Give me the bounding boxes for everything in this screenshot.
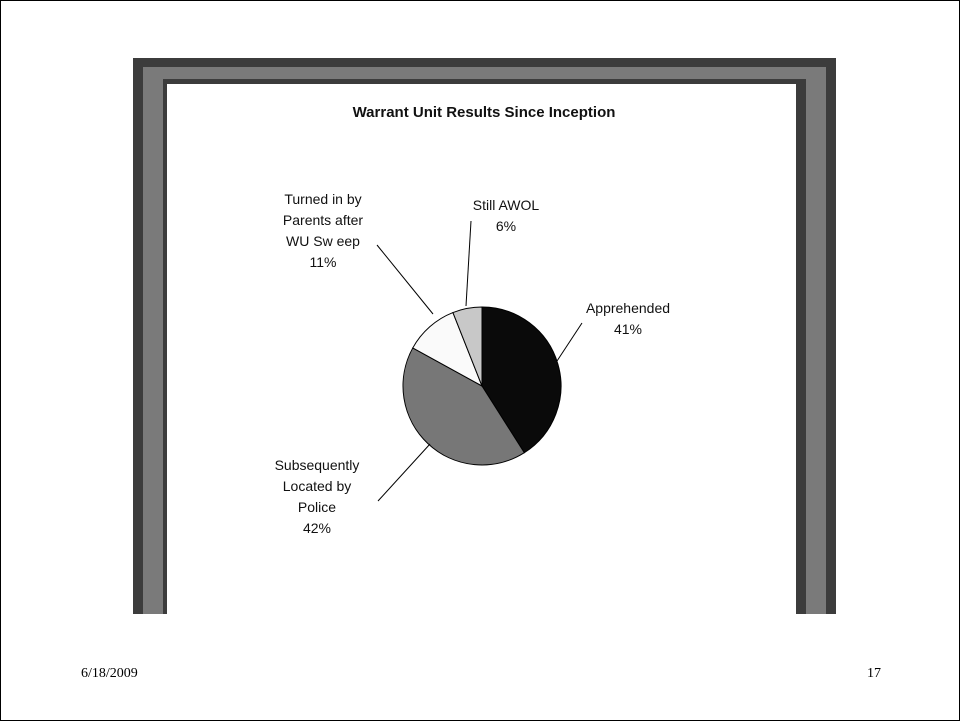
leader-lines — [376, 220, 583, 502]
pie-slice-4 — [452, 306, 483, 387]
slice-label-line: Police — [298, 499, 336, 515]
slice-label-line: Still AWOL — [473, 197, 540, 213]
slice-label-3: Turned in by Parents after WU Sw eep 11% — [283, 191, 363, 270]
chart-title: Warrant Unit Results Since Inception — [353, 104, 616, 121]
slice-label-line: Apprehended — [586, 300, 670, 316]
leader-line-4 — [465, 220, 472, 307]
slice-label-line: 41% — [614, 321, 642, 337]
slice-label-line: Subsequently — [275, 457, 360, 473]
slice-label-2: Subsequently Located by Police 42% — [275, 457, 360, 536]
slide-date: 6/18/2009 — [81, 666, 138, 681]
slice-label-line: Turned in by — [284, 191, 361, 207]
slice-label-1: Apprehended 41% — [586, 300, 670, 337]
slice-label-line: 11% — [310, 254, 337, 270]
slice-label-4: Still AWOL 6% — [473, 197, 540, 234]
slice-label-line: Located by — [283, 478, 352, 494]
leader-line-2 — [377, 443, 431, 502]
slide-page-number: 17 — [867, 666, 881, 681]
slice-labels: Apprehended 41% Subsequently Located by Poli… — [275, 191, 670, 536]
slice-label-line: 6% — [496, 218, 516, 234]
pie-slices — [402, 306, 562, 466]
pie-slice-2 — [402, 347, 526, 466]
leader-line-1 — [556, 322, 583, 362]
leader-line-3 — [376, 244, 434, 315]
slice-label-line: WU Sw eep — [286, 233, 360, 249]
slice-label-line: 42% — [303, 520, 331, 536]
slice-label-line: Parents after — [283, 212, 363, 228]
